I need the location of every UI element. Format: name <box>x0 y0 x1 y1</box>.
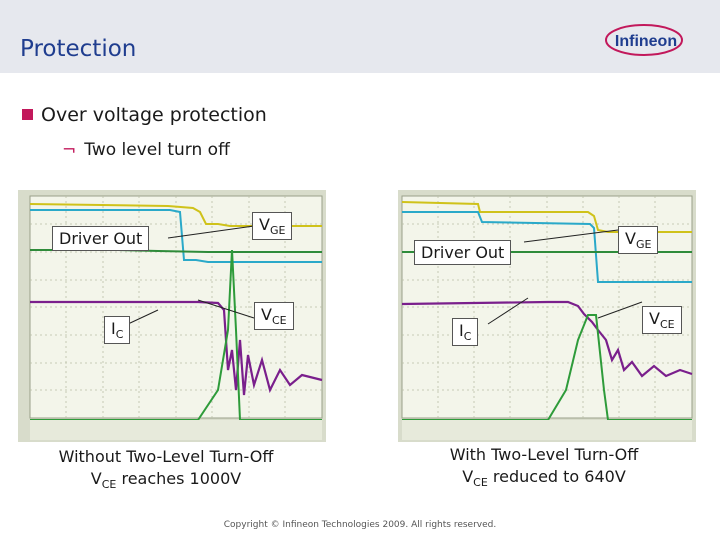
caption-left: Without Two-Level Turn-Off VCE reaches 1… <box>58 447 274 492</box>
label-ic-right: IC <box>452 318 479 347</box>
label-driver-out-right: Driver Out <box>414 240 512 265</box>
page-title: Protection <box>20 36 137 62</box>
label-vge-right: VGE <box>618 226 659 255</box>
scope-left-pointers <box>127 225 255 325</box>
bullet-over-voltage: Over voltage protection <box>22 104 267 126</box>
header-bar <box>0 0 720 73</box>
bullet-square-icon <box>22 109 33 120</box>
infineon-logo: Infineon <box>604 20 688 60</box>
copyright-notice: Copyright © Infineon Technologies 2009. … <box>223 520 497 530</box>
label-vce-left: VCE <box>254 302 294 331</box>
logo-text: Infineon <box>615 33 677 50</box>
bullet-hook-icon: ¬ <box>62 140 77 160</box>
label-vce-right: VCE <box>642 306 682 335</box>
label-driver-out-left: Driver Out <box>52 226 150 251</box>
label-ic-left: IC <box>104 316 131 345</box>
scope-right-pointers <box>487 229 643 325</box>
bullet-two-level: ¬ Two level turn off <box>62 140 230 160</box>
caption-right: With Two-Level Turn-Off VCE reduced to 6… <box>449 445 639 490</box>
label-vge-left: VGE <box>252 212 293 241</box>
